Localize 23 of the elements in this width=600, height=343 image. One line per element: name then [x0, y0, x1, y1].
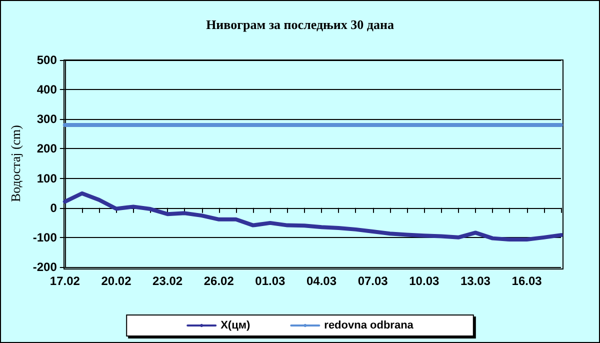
x-tick-label: 16.03 [512, 274, 542, 288]
x-tick-label: 04.03 [306, 274, 337, 288]
y-tick-label: 400 [36, 82, 58, 97]
chart-title: Нивограм за последњих 30 дана [206, 17, 394, 32]
y-axis-title: Водостај (cm) [8, 124, 23, 202]
line-series [62, 191, 563, 242]
x-tick-label: 26.02 [204, 274, 234, 288]
x-tick-label: 17.02 [50, 274, 80, 288]
x-tick-label: 23.02 [152, 274, 183, 288]
legend-label: redovna odbrana [324, 320, 414, 332]
x-tick-label: 10.03 [409, 274, 440, 288]
y-tick-label: 500 [36, 53, 58, 67]
y-tick-label: 300 [36, 112, 58, 126]
legend-label: X(цм) [220, 320, 250, 332]
y-tick-label: -200 [32, 260, 58, 274]
x-tick-label: 07.03 [358, 274, 388, 288]
x-tick-label: 01.03 [255, 274, 286, 288]
y-tick-label: 0 [50, 200, 58, 215]
y-tick-label: 200 [36, 142, 58, 156]
y-tick-label: 100 [36, 171, 58, 186]
x-tick-label: 13.03 [460, 274, 491, 288]
y-tick-label: -100 [32, 230, 58, 244]
x-tick-label: 20.02 [101, 274, 132, 288]
